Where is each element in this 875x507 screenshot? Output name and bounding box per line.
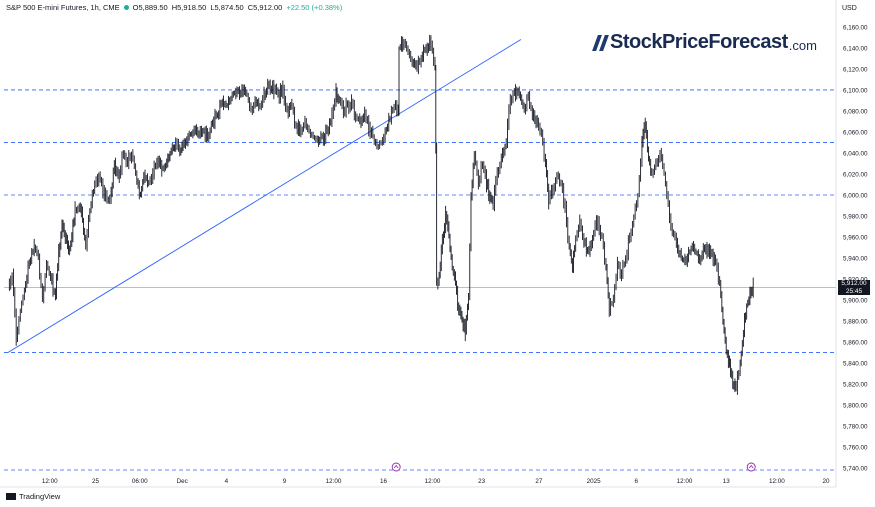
low-value: L5,874.50 xyxy=(210,3,244,12)
event-marker-icon[interactable] xyxy=(391,462,401,472)
price-tick-label: 5,900.00 xyxy=(843,298,868,305)
time-tick-label: 25 xyxy=(92,478,100,485)
time-tick-label: 12:00 xyxy=(677,478,693,485)
event-marker-circle xyxy=(746,462,756,472)
event-marker-circle xyxy=(391,462,401,472)
time-tick-label: 06:00 xyxy=(132,478,148,485)
price-axis[interactable]: 5,740.00 5,760.00 5,780.00 5,800.00 5,820.00… xyxy=(843,24,868,472)
time-tick-label: 27 xyxy=(535,478,543,485)
close-value: C5,912.00 xyxy=(247,3,283,12)
chart-legend: S&P 500 E-mini Futures, 1h, CME O5,889.5… xyxy=(6,3,342,12)
logo-brand: StockPriceForecast xyxy=(610,31,788,53)
time-tick-label: 12:00 xyxy=(425,478,441,485)
open-value: O5,889.50 xyxy=(132,3,168,12)
price-tick-label: 5,980.00 xyxy=(843,213,868,220)
time-tick-label: 13 xyxy=(723,478,731,485)
time-tick-label: 12:00 xyxy=(769,478,785,485)
price-tick-label: 6,040.00 xyxy=(843,150,868,157)
time-axis[interactable]: 12:00 25 06:00 Dec 4 9 12:00 16 12:00 23 27 2025 6 12… xyxy=(42,478,830,485)
last-price-tag: 5,912.00 25:45 xyxy=(838,280,870,295)
price-tick-label: 5,860.00 xyxy=(843,340,868,347)
logo-bars-icon xyxy=(592,34,609,51)
bar-countdown: 25:45 xyxy=(845,287,863,295)
tradingview-icon xyxy=(6,493,16,500)
time-tick-label: 2025 xyxy=(587,478,602,485)
price-tick-label: 6,140.00 xyxy=(843,45,868,52)
price-tick-label: 5,840.00 xyxy=(843,361,868,368)
symbol-label[interactable]: S&P 500 E-mini Futures, 1h, CME xyxy=(6,3,120,12)
time-tick-label: 4 xyxy=(225,478,229,485)
trend-line[interactable] xyxy=(7,39,522,353)
time-tick-label: Dec xyxy=(177,478,188,485)
tradingview-attribution[interactable]: TradingView xyxy=(6,492,60,501)
time-tick-label: 9 xyxy=(283,478,287,485)
price-tick-label: 6,120.00 xyxy=(843,66,868,73)
price-tick-label: 6,080.00 xyxy=(843,108,868,115)
time-tick-label: 20 xyxy=(822,478,830,485)
time-tick-label: 23 xyxy=(478,478,486,485)
high-value: H5,918.50 xyxy=(171,3,207,12)
time-tick-label: 16 xyxy=(380,478,388,485)
event-marker-glyph xyxy=(748,464,754,469)
price-tick-label: 6,000.00 xyxy=(843,192,868,199)
time-tick-label: 12:00 xyxy=(42,478,58,485)
tradingview-label: TradingView xyxy=(19,492,61,501)
logo-domain: .com xyxy=(788,37,817,53)
price-tick-label: 6,060.00 xyxy=(843,129,868,136)
price-tick-label: 5,800.00 xyxy=(843,403,868,410)
price-tick-label: 5,940.00 xyxy=(843,256,868,263)
market-status-icon xyxy=(123,5,129,10)
last-price-value: 5,912.00 xyxy=(841,280,867,287)
price-tick-label: 5,880.00 xyxy=(843,319,868,326)
price-tick-label: 5,960.00 xyxy=(843,234,868,241)
event-marker-glyph xyxy=(393,464,399,469)
currency-label[interactable]: USD xyxy=(842,5,857,12)
price-tick-label: 5,820.00 xyxy=(843,382,868,389)
price-tick-label: 5,760.00 xyxy=(843,445,868,452)
event-marker-icon[interactable] xyxy=(746,462,756,472)
change-value: +22.50 (+0.38%) xyxy=(286,3,343,12)
price-tick-label: 5,780.00 xyxy=(843,424,868,431)
price-tick-label: 6,020.00 xyxy=(843,171,868,178)
plot-area[interactable] xyxy=(4,34,836,472)
time-tick-label: 12:00 xyxy=(326,478,342,485)
watermark-logo: StockPriceForecast .com xyxy=(592,31,817,54)
price-tick-label: 6,100.00 xyxy=(843,87,868,94)
price-tick-label: 6,160.00 xyxy=(843,24,868,31)
time-tick-label: 6 xyxy=(634,478,638,485)
price-tick-label: 5,740.00 xyxy=(843,466,868,473)
